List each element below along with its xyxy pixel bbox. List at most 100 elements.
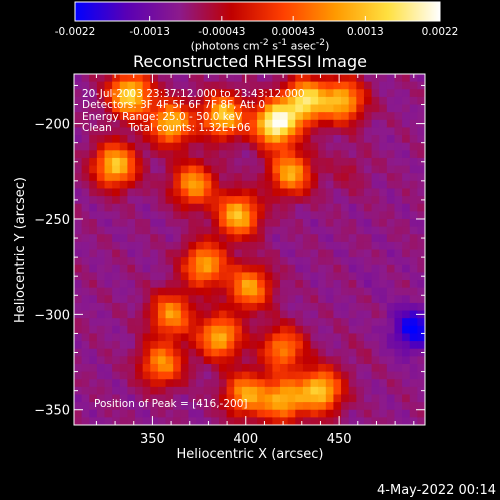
heatmap-cell [81, 142, 90, 151]
heatmap-cell [402, 74, 411, 83]
heatmap-cell [218, 150, 228, 159]
heatmap-cell [371, 112, 380, 121]
heatmap-cell [165, 272, 174, 281]
heatmap-cell [295, 180, 304, 190]
heatmap-cell [386, 409, 396, 418]
heatmap-cell [394, 333, 403, 342]
heatmap-cell [287, 135, 296, 144]
heatmap-cell [287, 409, 296, 418]
heatmap-cell [394, 203, 403, 212]
heatmap-cell [310, 96, 319, 106]
heatmap-cell [249, 112, 258, 121]
heatmap-cell [287, 81, 296, 90]
heatmap-cell [142, 196, 151, 205]
heatmap-cell [264, 318, 273, 327]
heatmap-cell [341, 104, 350, 113]
heatmap-cell [226, 417, 235, 425]
heatmap-cell [142, 119, 151, 129]
heatmap-cell [119, 318, 129, 327]
heatmap-cell [280, 127, 289, 136]
heatmap-cell [135, 104, 144, 113]
heatmap-cell [348, 150, 357, 159]
heatmap-cell [127, 188, 136, 197]
heatmap-cell [280, 234, 289, 243]
heatmap-cell [119, 112, 129, 121]
heatmap-cell [241, 218, 251, 228]
heatmap-cell [409, 333, 418, 342]
heatmap-cell [211, 295, 220, 304]
heatmap-cell [325, 112, 335, 121]
heatmap-cell [264, 356, 273, 365]
heatmap-cell [241, 249, 251, 258]
heatmap-cell [257, 302, 266, 312]
heatmap-cell [150, 249, 159, 258]
heatmap-cell [333, 188, 342, 197]
heatmap-cell [104, 211, 113, 220]
heatmap-cell [318, 173, 327, 182]
heatmap-cell [272, 241, 281, 251]
heatmap-cell [325, 249, 335, 258]
heatmap-cell [341, 409, 350, 418]
heatmap-cell [295, 234, 304, 243]
heatmap-cell [74, 226, 83, 235]
heatmap-cell [402, 280, 411, 289]
heatmap-cell [241, 89, 251, 98]
heatmap-cell [112, 280, 121, 289]
heatmap-cell [249, 310, 258, 319]
heatmap-cell [157, 226, 167, 235]
heatmap-cell [81, 96, 90, 106]
heatmap-cell [157, 386, 167, 396]
heatmap-cell [150, 318, 159, 327]
heatmap-cell [173, 218, 182, 228]
heatmap-cell [394, 310, 403, 319]
annotations: 20-Jul-2003 23:37:12.000 to 23:43:12.000… [82, 88, 305, 410]
heatmap-cell [363, 371, 373, 380]
heatmap-cell [127, 409, 136, 418]
heatmap-cell [211, 241, 220, 251]
heatmap-cell [74, 203, 83, 212]
heatmap-cell [135, 325, 144, 335]
heatmap-cell [241, 104, 251, 113]
heatmap-cell [371, 188, 380, 197]
heatmap-cell [394, 112, 403, 121]
heatmap-cell [310, 371, 319, 380]
heatmap-cell [165, 173, 174, 182]
heatmap-cell [257, 226, 266, 235]
heatmap-cell [119, 81, 129, 90]
heatmap-cell [188, 165, 197, 174]
heatmap-cell [348, 203, 357, 212]
heatmap-cell [234, 363, 243, 373]
heatmap-cell [302, 272, 312, 281]
heatmap-cell [104, 363, 113, 373]
heatmap-cell [234, 104, 243, 113]
heatmap-cell [173, 96, 182, 106]
heatmap-cell [348, 272, 357, 281]
heatmap-cell [180, 234, 190, 243]
heatmap-cell [241, 310, 251, 319]
heatmap-cell [211, 89, 220, 98]
heatmap-cell [135, 127, 144, 136]
heatmap-cell [150, 150, 159, 159]
heatmap-cell [226, 112, 235, 121]
heatmap-cell [257, 104, 266, 113]
heatmap-cell [203, 379, 212, 388]
heatmap-cell [333, 249, 342, 258]
heatmap-cell [356, 417, 365, 425]
heatmap-cell [409, 310, 418, 319]
heatmap-cell [402, 409, 411, 418]
heatmap-cell [371, 74, 380, 83]
heatmap-cell [371, 379, 380, 388]
heatmap-cell [241, 203, 251, 212]
heatmap-cell [142, 218, 151, 228]
heatmap-cell [386, 379, 396, 388]
heatmap-cell [165, 165, 174, 174]
heatmap-cell [173, 295, 182, 304]
heatmap-cell [386, 142, 396, 151]
heatmap-cell [295, 264, 304, 273]
heatmap-cell [119, 127, 129, 136]
heatmap-cell [295, 310, 304, 319]
heatmap-cell [348, 325, 357, 335]
heatmap-cell [188, 89, 197, 98]
heatmap-cell [81, 112, 90, 121]
heatmap-cell [409, 180, 418, 190]
